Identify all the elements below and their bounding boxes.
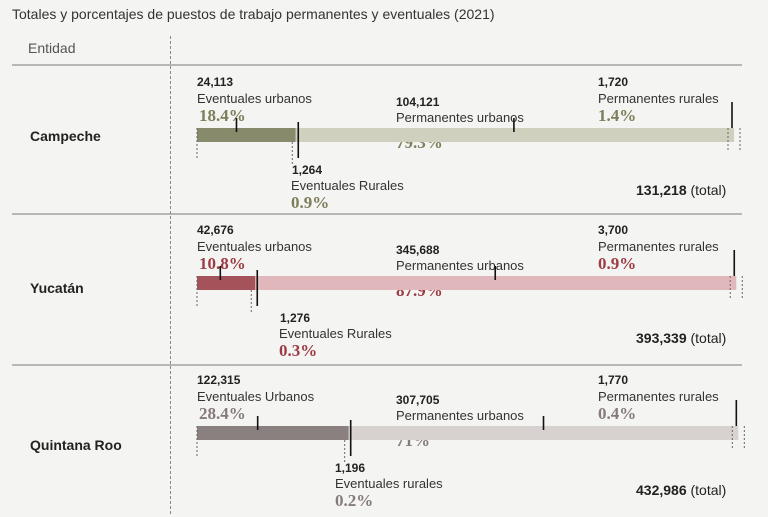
bar-segment-permanentes-urbanos	[352, 426, 735, 440]
label-permanentes-urbanos: Permanentes urbanos	[396, 408, 524, 423]
total-value: 393,339	[636, 330, 687, 346]
label-permanentes-rurales: Permanentes rurales	[598, 91, 719, 106]
column-header-entidad: Entidad	[28, 40, 76, 56]
column-separator	[170, 36, 171, 514]
bar-segment-eventuales-urbanos	[197, 128, 296, 142]
label-permanentes-rurales: Permanentes rurales	[598, 239, 719, 254]
entity-label: Campeche	[30, 128, 101, 144]
label-permanentes-rurales: Permanentes rurales	[598, 389, 719, 404]
bar-segment-eventuales-urbanos	[197, 276, 256, 290]
pct-permanentes-rurales: 1.4%	[598, 106, 637, 125]
pct-eventuales-urbanos: 18.4%	[199, 106, 246, 125]
total-label: 432,986 (total)	[636, 482, 726, 498]
total-suffix: (total)	[690, 182, 727, 198]
total-value: 131,218	[636, 182, 687, 198]
value-permanentes-urbanos: 104,121	[396, 95, 440, 109]
pct-eventuales-rurales: 0.3%	[279, 341, 318, 360]
value-eventuales-urbanos: 122,315	[197, 373, 241, 387]
bar-segment-permanentes-rurales	[731, 276, 737, 290]
entity-label: Quintana Roo	[30, 437, 122, 453]
pct-permanentes-rurales: 0.4%	[598, 404, 637, 423]
label-eventuales-rurales: Eventuales rurales	[335, 476, 443, 491]
value-permanentes-rurales: 1,720	[598, 75, 629, 89]
total-suffix: (total)	[690, 482, 727, 498]
total-suffix: (total)	[690, 330, 727, 346]
value-eventuales-rurales: 1,264	[292, 163, 323, 177]
entity-label: Yucatán	[30, 280, 84, 296]
value-permanentes-urbanos: 345,688	[396, 243, 440, 257]
row-divider	[12, 213, 742, 215]
value-eventuales-rurales: 1,196	[335, 461, 366, 475]
pct-eventuales-rurales: 0.9%	[291, 193, 330, 212]
label-permanentes-urbanos: Permanentes urbanos	[396, 110, 524, 125]
page-title: Totales y porcentajes de puestos de trab…	[12, 6, 495, 22]
pct-eventuales-urbanos: 28.4%	[199, 404, 246, 423]
pct-eventuales-urbanos: 10.8%	[199, 254, 246, 273]
total-value: 432,986	[636, 482, 687, 498]
value-eventuales-rurales: 1,276	[280, 311, 311, 325]
bar-segment-permanentes-urbanos	[259, 276, 732, 290]
bar-segment-permanentes-rurales	[727, 128, 734, 142]
total-label: 393,339 (total)	[636, 330, 726, 346]
label-eventuales-rurales: Eventuales Rurales	[279, 326, 392, 341]
label-eventuales-urbanos: Eventuales Urbanos	[197, 389, 315, 404]
row-divider	[12, 364, 742, 366]
total-label: 131,218 (total)	[636, 182, 726, 198]
bar-segment-permanentes-urbanos	[300, 128, 727, 142]
bar-segment-eventuales-urbanos	[197, 426, 349, 440]
value-permanentes-urbanos: 307,705	[396, 393, 440, 407]
label-eventuales-urbanos: Eventuales urbanos	[197, 91, 312, 106]
value-eventuales-urbanos: 42,676	[197, 223, 234, 237]
header-divider	[12, 64, 742, 66]
label-eventuales-rurales: Eventuales Rurales	[291, 178, 404, 193]
label-permanentes-urbanos: Permanentes urbanos	[396, 258, 524, 273]
pct-permanentes-rurales: 0.9%	[598, 254, 637, 273]
value-eventuales-urbanos: 24,113	[197, 75, 234, 89]
pct-eventuales-rurales: 0.2%	[335, 491, 374, 510]
value-permanentes-rurales: 3,700	[598, 223, 629, 237]
label-eventuales-urbanos: Eventuales urbanos	[197, 239, 312, 254]
value-permanentes-rurales: 1,770	[598, 373, 629, 387]
bar-segment-permanentes-rurales	[734, 426, 739, 440]
